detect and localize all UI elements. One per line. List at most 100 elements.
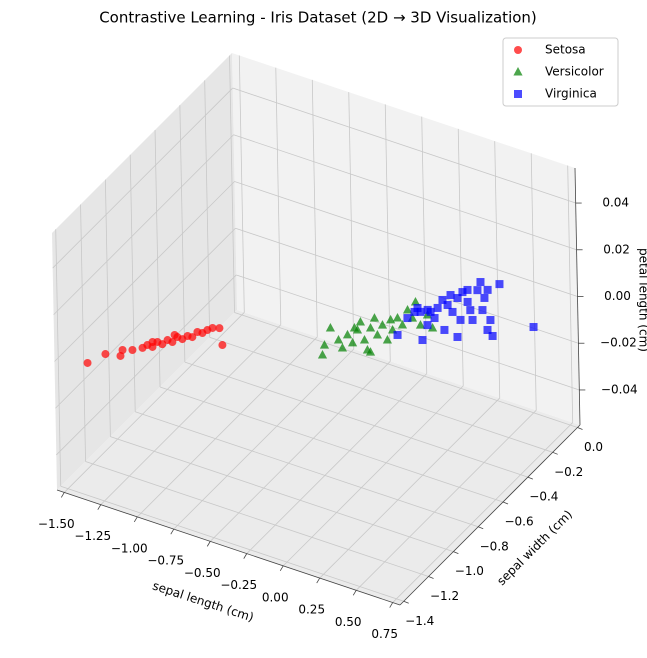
point (359, 334, 370, 344)
point (365, 347, 376, 356)
y-tick-label: −0.6 (504, 514, 533, 528)
point (453, 332, 462, 341)
grid-line (209, 361, 391, 542)
x-tick-label: 0.50 (335, 615, 362, 629)
x-tick-label: −0.75 (147, 554, 184, 568)
grid-line (355, 410, 537, 591)
point (458, 288, 467, 297)
grid-line (159, 386, 504, 503)
x-tick-label: −1.50 (38, 517, 75, 531)
point (495, 280, 504, 289)
grid-line (234, 312, 578, 428)
z-axis-label: petal length (cm) (637, 248, 647, 352)
point (393, 330, 402, 339)
point (423, 305, 432, 314)
point (416, 307, 425, 316)
chart-title: Contrastive Learning - Iris Dataset (2D … (99, 9, 537, 27)
x-tick-label: −1.25 (74, 529, 111, 543)
legend-label: Setosa (545, 43, 586, 57)
tick-mark (552, 451, 558, 455)
point (333, 335, 344, 344)
grid-line (236, 274, 580, 391)
grid-line (392, 422, 573, 603)
point (372, 330, 383, 339)
y-tick-label: −1.0 (455, 564, 484, 578)
grid-line (52, 87, 233, 269)
grid-line (60, 485, 404, 602)
grid-line (233, 134, 577, 251)
point (377, 320, 388, 329)
tick-mark (478, 526, 484, 530)
point (349, 322, 360, 332)
y-tick-label: −1.2 (430, 589, 459, 603)
point (427, 322, 438, 332)
grid-line (282, 385, 464, 567)
point (347, 337, 358, 347)
grid-line (209, 336, 553, 453)
x-axis-line (56, 489, 401, 606)
point (337, 342, 348, 352)
point (438, 295, 447, 304)
point (319, 340, 330, 349)
z-tick-label: 0.00 (604, 289, 631, 303)
point (342, 329, 353, 339)
grid-line (85, 461, 429, 577)
point (410, 297, 421, 306)
point (355, 317, 366, 326)
grid-line (173, 348, 355, 530)
legend-marker (514, 46, 522, 54)
grid-line (56, 274, 237, 456)
point (483, 285, 492, 294)
tick-mark (527, 476, 534, 480)
grid-line (319, 397, 501, 579)
tick-mark (453, 551, 459, 554)
point (468, 315, 477, 324)
point (463, 297, 472, 306)
point (369, 313, 380, 322)
tick-mark (243, 553, 248, 559)
point (463, 285, 472, 294)
point (418, 336, 427, 345)
grid-line (64, 312, 245, 493)
point (453, 294, 462, 303)
y-axis-line (399, 424, 581, 606)
grid-line (100, 324, 282, 505)
tick-mark (133, 516, 138, 523)
y-tick-label: −0.4 (529, 490, 558, 504)
point (170, 330, 179, 339)
point (415, 320, 426, 329)
point (433, 303, 442, 312)
point (392, 313, 403, 322)
point (488, 331, 497, 340)
legend-label: Versicolor (545, 65, 604, 79)
grid-line (53, 134, 234, 316)
y-tick-label: −0.8 (480, 539, 509, 553)
tick-mark (502, 501, 509, 505)
floor-pane (57, 310, 580, 605)
point (440, 325, 449, 334)
grid-line (184, 361, 528, 478)
point (529, 323, 538, 332)
z-tick-label: 0.02 (603, 242, 630, 256)
z-tick-label: −0.04 (601, 382, 638, 396)
tick-mark (577, 427, 583, 430)
point (402, 304, 413, 314)
tick-mark (403, 600, 409, 604)
grid-line (232, 87, 576, 204)
grid-line (54, 181, 235, 362)
point (403, 314, 412, 323)
point (430, 314, 439, 323)
point (365, 323, 376, 332)
tick-mark (389, 602, 394, 608)
tick-mark (170, 528, 175, 535)
point (483, 325, 492, 334)
legend-box (502, 37, 619, 107)
tick-mark (97, 504, 102, 510)
grid-line (235, 227, 579, 344)
point (128, 346, 137, 355)
point (466, 306, 475, 315)
point (188, 333, 197, 342)
tick-mark (428, 576, 434, 579)
legend-marker (514, 90, 522, 98)
point (443, 300, 452, 309)
